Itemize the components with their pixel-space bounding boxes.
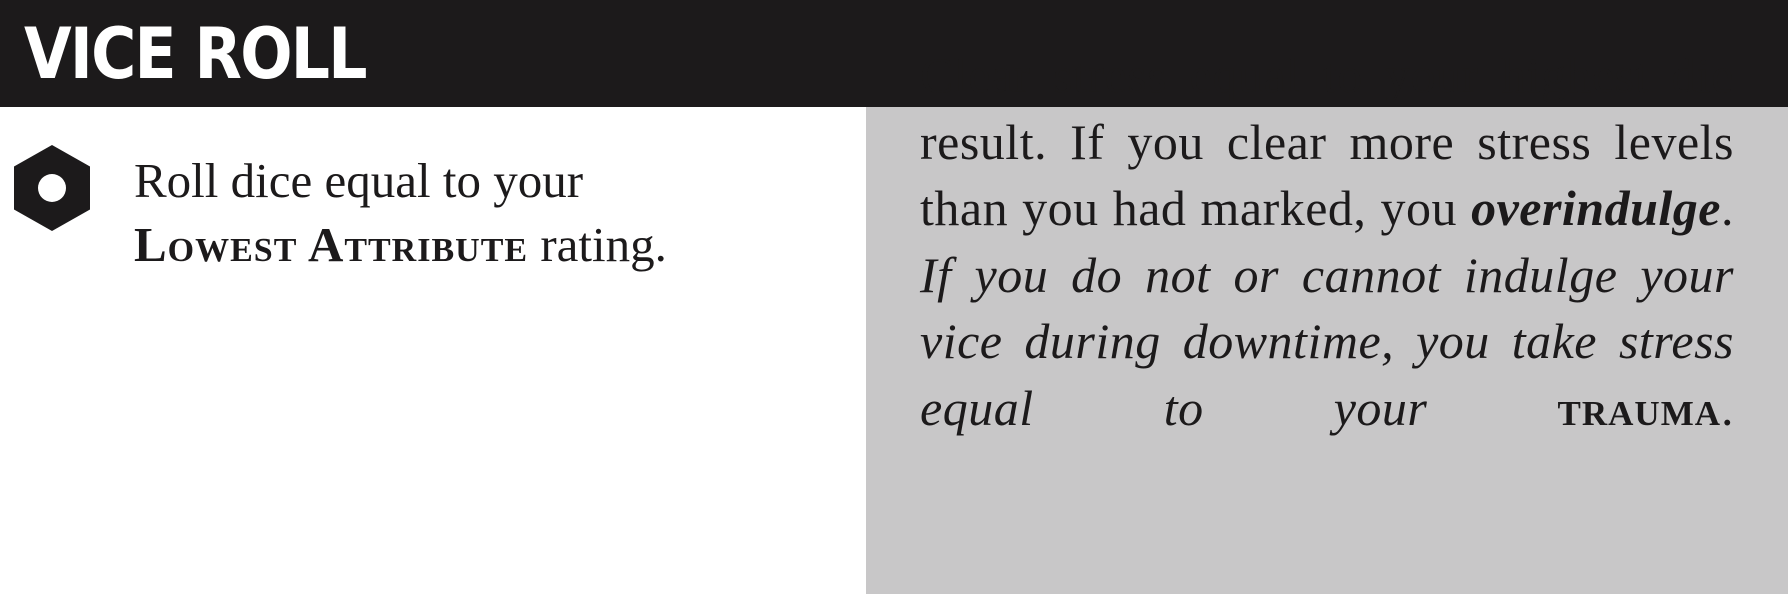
overindulge-term: overindulge <box>1471 180 1721 236</box>
roll-panel: Roll dice equal to your Lowest Attribute… <box>0 107 866 594</box>
effect-panel <box>866 107 1788 594</box>
roll-instruction: Roll dice equal to your Lowest Attribute… <box>134 149 854 277</box>
hexagon-nut-icon <box>14 145 90 231</box>
effect-text: Clear stress equal to your highest die r… <box>920 42 1734 441</box>
rating-text: rating. <box>528 217 667 272</box>
header-bar: VICE ROLL <box>0 0 1788 107</box>
effect-italic: If you do not or cannot indulge your vic… <box>920 246 1734 436</box>
effect-end: . <box>1721 379 1734 436</box>
lowest-attribute: Lowest Attribute <box>134 217 529 272</box>
effect-period: . <box>1721 180 1734 236</box>
trauma-term: trauma <box>1557 379 1721 436</box>
effect-plain: Clear stress equal to your highest die r… <box>920 47 1734 236</box>
section-title: VICE ROLL <box>24 13 368 95</box>
roll-line1: Roll dice equal to your <box>134 153 584 208</box>
